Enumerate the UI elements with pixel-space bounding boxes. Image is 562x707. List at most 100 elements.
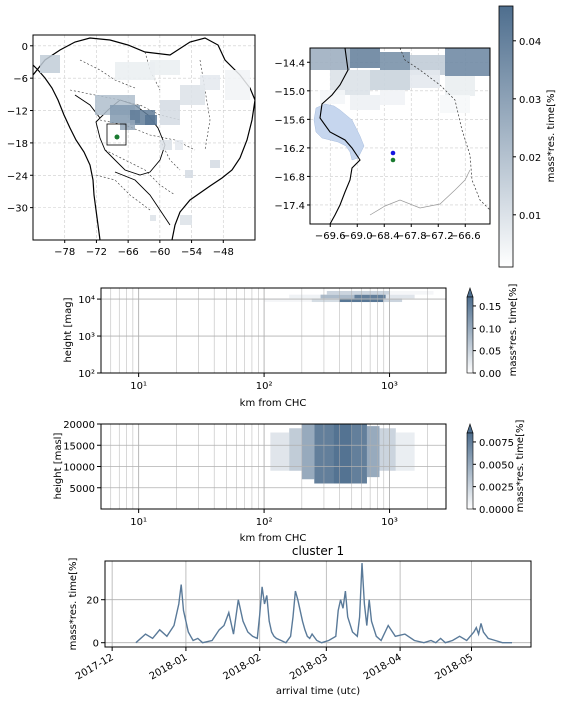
residence-cell bbox=[160, 140, 172, 150]
map1-xtick: −72 bbox=[86, 247, 107, 258]
map2-xtick: −67.2 bbox=[423, 231, 454, 242]
zoom-cell bbox=[380, 90, 405, 105]
height-xtick: 10² bbox=[256, 517, 273, 528]
series-line bbox=[135, 563, 512, 644]
residence-cell bbox=[185, 170, 193, 178]
residence-cell bbox=[200, 75, 220, 90]
residence-cell bbox=[180, 215, 192, 225]
timeseries-xtick: 2018-01 bbox=[148, 652, 190, 682]
height-ytick: 10³ bbox=[78, 332, 95, 343]
map2-xtick: −69.6 bbox=[315, 231, 346, 242]
map1-ytick: −24 bbox=[7, 171, 28, 182]
map1-ytick: −6 bbox=[13, 74, 28, 85]
height-cell bbox=[326, 290, 390, 295]
height-xtick: 10¹ bbox=[130, 381, 147, 392]
zoom-cell bbox=[350, 48, 380, 68]
map-colorbar: 0.01 0.02 0.03 0.04 mass*res. time[%] bbox=[498, 5, 557, 268]
map1-ytick: −30 bbox=[7, 204, 28, 215]
timeseries-title: cluster 1 bbox=[292, 544, 344, 558]
height-cell bbox=[320, 294, 355, 299]
height-log-panel: 10¹ 10² 10³ 10² 10³ 10⁴ km from CHC height [m… bbox=[63, 284, 519, 409]
map1-ytick: −18 bbox=[7, 139, 28, 150]
height-ytick: 5000 bbox=[70, 484, 95, 495]
zoom-cell bbox=[440, 95, 470, 113]
height-linear-panel: 10¹ 10² 10³ 5000 10000 15000 20000 km from CHC… bbox=[53, 420, 526, 544]
map1-ytick: −12 bbox=[7, 107, 28, 118]
map2-xtick: −67.8 bbox=[396, 231, 427, 242]
map2-ytick: −15.0 bbox=[274, 87, 305, 98]
colorbar-height-linear: 0.0000 0.0025 0.0050 0.0075 mass*res. time[… bbox=[466, 420, 526, 516]
dept-border bbox=[369, 169, 471, 216]
height-ytick: 10⁴ bbox=[78, 295, 95, 306]
zoom-residence-cells bbox=[310, 48, 490, 113]
height-cell bbox=[351, 424, 367, 484]
colorbar-label-2: mass*res. time[%] bbox=[508, 284, 519, 377]
colorbar-tick: 0.02 bbox=[519, 153, 541, 164]
map2-xtick: −66.6 bbox=[450, 231, 481, 242]
timeseries-xtick: 2018-04 bbox=[362, 652, 404, 682]
height-cell bbox=[289, 428, 302, 471]
residence-cell bbox=[150, 60, 180, 75]
residence-cell bbox=[180, 85, 205, 105]
height-cell bbox=[333, 424, 352, 484]
map1-xtick: −48 bbox=[213, 247, 234, 258]
colorbar-tick: 0.10 bbox=[479, 324, 501, 335]
residence-cell bbox=[160, 100, 180, 125]
map1-xtick: −78 bbox=[54, 247, 75, 258]
timeseries-xtick: 2017-12 bbox=[74, 652, 116, 682]
dotted-border bbox=[399, 48, 490, 211]
height-ytick: 15000 bbox=[63, 441, 95, 452]
map1-xtick: −60 bbox=[149, 247, 170, 258]
map1-ytick: 0 bbox=[22, 42, 28, 53]
residence-cell bbox=[120, 120, 135, 130]
colorbar-tick: 0.04 bbox=[519, 37, 541, 48]
map2-ytick: −16.2 bbox=[274, 144, 305, 155]
colorbar-tick: 0.0000 bbox=[479, 505, 514, 516]
map2-xtick: −69.0 bbox=[342, 231, 373, 242]
residence-cell bbox=[40, 55, 60, 73]
map1-xtick: −66 bbox=[118, 247, 139, 258]
ylabel-height-log: height [mag] bbox=[63, 297, 74, 362]
colorbar-tick: 0.0050 bbox=[479, 460, 514, 471]
ylabel-height-linear: height [masl] bbox=[53, 433, 64, 500]
xlabel-timeseries: arrival time (utc) bbox=[276, 686, 360, 697]
station-marker bbox=[114, 134, 120, 140]
height-cell bbox=[395, 432, 415, 471]
station-marker-green bbox=[390, 157, 396, 163]
timeseries-ytick: 0 bbox=[93, 639, 99, 650]
height-cell bbox=[389, 290, 434, 295]
zoom-cell bbox=[310, 48, 350, 70]
height-xtick: 10¹ bbox=[130, 517, 147, 528]
height-ytick: 10000 bbox=[63, 463, 95, 474]
height-cell bbox=[379, 428, 396, 471]
residence-cell bbox=[210, 160, 220, 168]
colorbar-tick: 0.0025 bbox=[479, 483, 514, 494]
colorbar-tick: 0.03 bbox=[519, 95, 541, 106]
residence-cell bbox=[115, 62, 155, 80]
height-cell bbox=[314, 424, 334, 484]
zoom-cell bbox=[350, 95, 380, 110]
colorbar-label: mass*res. time[%] bbox=[546, 90, 557, 183]
height-ytick: 20000 bbox=[63, 420, 95, 431]
residence-cell bbox=[175, 140, 183, 150]
colorbar-label-3: mass*res. time[%] bbox=[515, 420, 526, 513]
height-xtick: 10³ bbox=[381, 381, 398, 392]
height-xtick: 10² bbox=[256, 381, 273, 392]
zoom-cell bbox=[380, 52, 410, 70]
colorbar-tick: 0.01 bbox=[519, 211, 541, 222]
lake-titicaca bbox=[313, 103, 365, 161]
height-cell bbox=[301, 424, 315, 480]
timeseries-panel: cluster 1 2017-12 2018-01 2018-02 2018-03 20… bbox=[68, 544, 532, 697]
height-cell bbox=[264, 298, 312, 303]
colorbar-tick: 0.0075 bbox=[479, 438, 514, 449]
timeseries-xtick: 2018-03 bbox=[288, 652, 330, 682]
residence-cell bbox=[145, 115, 157, 125]
map2-xtick: −68.4 bbox=[369, 231, 400, 242]
colorbar-height-log: 0.00 0.05 0.10 0.15 mass*res. time[%] bbox=[466, 284, 519, 380]
residence-cell bbox=[150, 215, 156, 221]
zoom-cell bbox=[445, 48, 490, 76]
height-cell bbox=[311, 298, 340, 303]
border-line bbox=[319, 48, 361, 224]
height-xtick: 10³ bbox=[381, 517, 398, 528]
